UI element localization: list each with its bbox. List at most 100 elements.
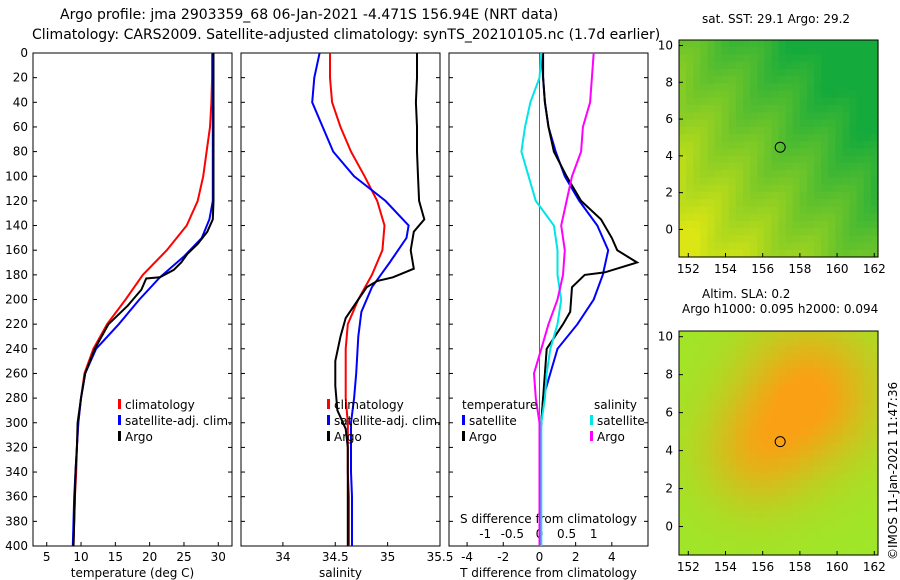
map-cell [750, 199, 758, 207]
map-cell [743, 510, 751, 519]
map-cell [693, 405, 701, 414]
map-cell [835, 383, 844, 392]
map-cell [679, 547, 687, 556]
map-cell [700, 360, 708, 369]
map-cell [856, 235, 865, 244]
map-cell [849, 177, 858, 186]
map-cell [856, 177, 865, 186]
map-cell [686, 220, 694, 229]
map-cell [743, 112, 751, 121]
map-cell [679, 398, 687, 407]
map-cell [835, 54, 844, 63]
map-cell [778, 90, 787, 99]
map-cell [771, 242, 780, 251]
map-cell [835, 390, 844, 399]
depth-tick-label: 40 [13, 95, 28, 109]
map-cell [842, 105, 851, 113]
map-cell [835, 199, 844, 207]
map-cell [785, 502, 794, 511]
map-cell [693, 235, 701, 244]
map-cell [735, 134, 744, 142]
map-cell [679, 450, 687, 459]
map-cell [835, 353, 844, 362]
map-cell [707, 177, 716, 186]
map-cell [799, 97, 808, 106]
map-cell [849, 517, 858, 526]
map-cell [686, 517, 694, 526]
map-cell [679, 126, 687, 135]
map-cell [856, 141, 865, 150]
map-cell [679, 235, 687, 244]
map-cell [828, 480, 836, 489]
map-cell [771, 220, 780, 229]
map-cell [743, 126, 751, 135]
map-cell [778, 457, 787, 466]
map-cell [814, 375, 822, 384]
map-cell [856, 345, 865, 354]
map-cell [750, 390, 758, 399]
map-cell [835, 126, 844, 135]
map-cell [849, 472, 858, 481]
map-cell [707, 40, 716, 48]
x-tick-label: -4 [461, 550, 473, 564]
map-y-tick-label: 0 [665, 520, 673, 534]
map-cell [863, 170, 872, 178]
map-cell [778, 170, 787, 178]
map-cell [863, 532, 872, 541]
map-cell [686, 126, 694, 135]
map-frame [678, 39, 879, 258]
map-cell [821, 331, 829, 340]
map-cell [792, 249, 801, 258]
map-cell [814, 443, 822, 452]
map-cell [863, 47, 872, 55]
map-cell [806, 487, 815, 496]
map-cell [778, 345, 787, 354]
map-cell [693, 163, 701, 171]
map-cell [856, 242, 865, 251]
map-cell [679, 112, 687, 121]
map-cell [778, 443, 787, 452]
map-cell [814, 105, 822, 113]
map-cell [728, 547, 737, 556]
map-cell [750, 112, 758, 121]
map-cell [870, 199, 879, 207]
map-cell [806, 517, 815, 526]
map-cell [771, 90, 780, 99]
map-cell [799, 547, 808, 556]
map-cell [792, 170, 801, 178]
map-cell [842, 83, 851, 92]
map-cell [750, 213, 758, 222]
map-cell [842, 443, 851, 452]
map-cell [828, 141, 836, 150]
map-cell [863, 450, 872, 459]
map-cell [679, 90, 687, 99]
map-cell [735, 199, 744, 207]
map-cell [870, 495, 879, 504]
map-cell [686, 112, 694, 121]
depth-tick-label: 160 [5, 243, 28, 257]
map-cell [757, 220, 765, 229]
map-cell [714, 375, 723, 384]
map-cell [679, 170, 687, 178]
map-cell [828, 90, 836, 99]
map-cell [686, 119, 694, 128]
map-cell [821, 450, 829, 459]
map-cell [700, 547, 708, 556]
map-cell [686, 163, 694, 171]
map-cell [814, 163, 822, 171]
map-cell [856, 338, 865, 347]
map-cell [686, 338, 694, 347]
map-cell [814, 502, 822, 511]
map-cell [792, 472, 801, 481]
map-cell [821, 345, 829, 354]
map-cell [849, 405, 858, 414]
map-cell [686, 68, 694, 77]
map-cell [870, 242, 879, 251]
map-cell [870, 235, 879, 244]
map-cell [792, 134, 801, 142]
map-cell [870, 97, 879, 106]
map-cell [799, 420, 808, 429]
map-cell [856, 206, 865, 215]
map-cell [842, 532, 851, 541]
x-tick-label: 20 [142, 550, 157, 564]
